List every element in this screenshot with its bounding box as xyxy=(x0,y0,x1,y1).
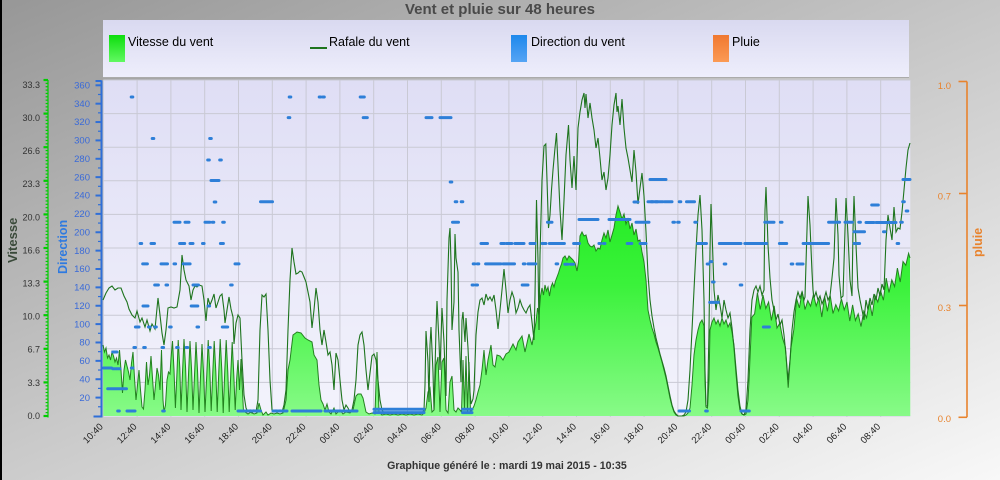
svg-text:Vitesse: Vitesse xyxy=(5,218,20,263)
svg-text:6.7: 6.7 xyxy=(27,345,40,355)
svg-text:22:40: 22:40 xyxy=(690,422,715,447)
svg-text:0.3: 0.3 xyxy=(938,303,951,314)
svg-text:240: 240 xyxy=(74,191,90,202)
svg-text:260: 260 xyxy=(74,172,90,183)
svg-text:16:40: 16:40 xyxy=(588,422,613,447)
svg-text:08:40: 08:40 xyxy=(453,422,478,447)
svg-text:340: 340 xyxy=(74,99,90,110)
svg-text:0.0: 0.0 xyxy=(27,411,40,421)
svg-text:140: 140 xyxy=(74,283,90,294)
svg-text:13.3: 13.3 xyxy=(22,279,40,289)
svg-text:14:40: 14:40 xyxy=(554,422,579,447)
svg-text:12:40: 12:40 xyxy=(521,422,546,447)
svg-text:20: 20 xyxy=(79,393,90,404)
svg-text:06:40: 06:40 xyxy=(825,422,850,447)
svg-text:0.0: 0.0 xyxy=(938,414,951,425)
svg-text:23.3: 23.3 xyxy=(22,179,40,189)
svg-text:1.0: 1.0 xyxy=(938,81,951,92)
svg-text:Direction: Direction xyxy=(56,220,70,274)
svg-text:22:40: 22:40 xyxy=(284,422,309,447)
svg-text:0.7: 0.7 xyxy=(938,192,951,203)
svg-text:08:40: 08:40 xyxy=(859,422,884,447)
svg-text:80: 80 xyxy=(79,338,90,349)
svg-text:33.3: 33.3 xyxy=(22,80,40,90)
svg-text:02:40: 02:40 xyxy=(757,422,782,447)
svg-text:30.0: 30.0 xyxy=(22,113,40,123)
svg-text:3.3: 3.3 xyxy=(27,378,40,388)
svg-text:220: 220 xyxy=(74,209,90,220)
svg-text:40: 40 xyxy=(79,374,90,385)
svg-text:04:40: 04:40 xyxy=(791,422,816,447)
svg-text:10.0: 10.0 xyxy=(22,312,40,322)
svg-text:10:40: 10:40 xyxy=(487,422,512,447)
svg-text:pluie: pluie xyxy=(971,228,985,257)
svg-text:16.6: 16.6 xyxy=(22,245,40,255)
svg-text:18:40: 18:40 xyxy=(216,422,241,447)
svg-text:280: 280 xyxy=(74,154,90,165)
svg-text:16:40: 16:40 xyxy=(183,422,208,447)
svg-text:160: 160 xyxy=(74,264,90,275)
svg-text:320: 320 xyxy=(74,117,90,128)
svg-text:200: 200 xyxy=(74,228,90,239)
svg-text:26.6: 26.6 xyxy=(22,146,40,156)
svg-text:20:40: 20:40 xyxy=(656,422,681,447)
svg-text:300: 300 xyxy=(74,136,90,147)
svg-text:06:40: 06:40 xyxy=(419,422,444,447)
svg-text:18:40: 18:40 xyxy=(622,422,647,447)
svg-text:360: 360 xyxy=(74,81,90,92)
svg-text:20.0: 20.0 xyxy=(22,212,40,222)
svg-text:12:40: 12:40 xyxy=(115,422,140,447)
svg-text:02:40: 02:40 xyxy=(352,422,377,447)
svg-text:100: 100 xyxy=(74,319,90,330)
svg-text:60: 60 xyxy=(79,356,90,367)
svg-text:20:40: 20:40 xyxy=(250,422,275,447)
svg-text:04:40: 04:40 xyxy=(385,422,410,447)
svg-text:14:40: 14:40 xyxy=(149,422,174,447)
svg-text:00:40: 00:40 xyxy=(318,422,343,447)
svg-text:180: 180 xyxy=(74,246,90,257)
svg-text:10:40: 10:40 xyxy=(81,422,106,447)
svg-text:00:40: 00:40 xyxy=(723,422,748,447)
svg-text:120: 120 xyxy=(74,301,90,312)
